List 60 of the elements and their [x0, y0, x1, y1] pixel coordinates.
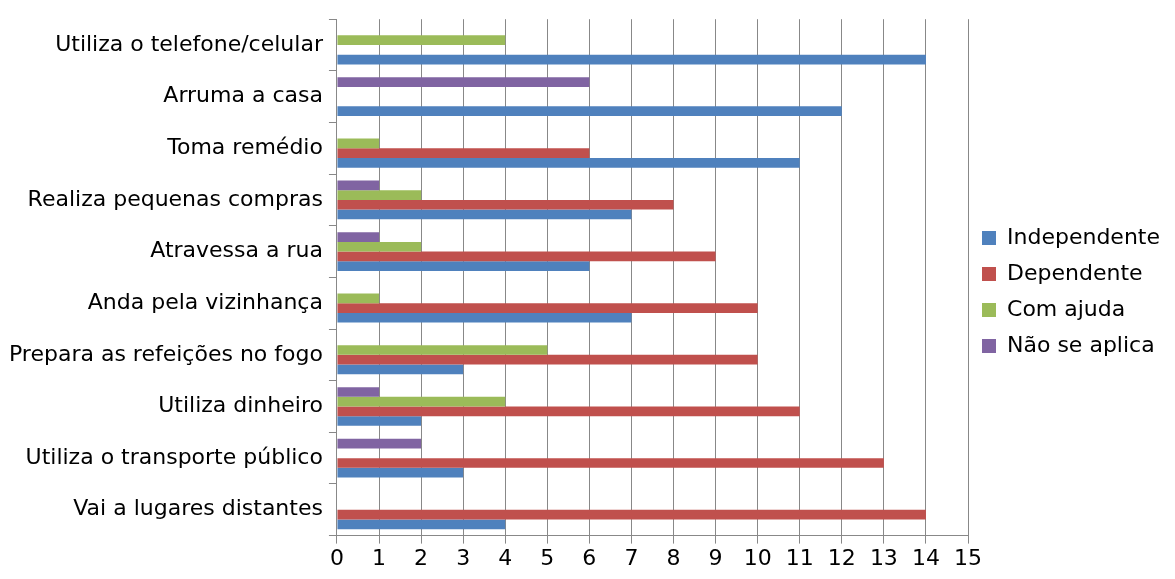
y-tick-label: Realiza pequenas compras: [27, 185, 323, 211]
bar: [337, 416, 422, 426]
bar: [337, 396, 506, 407]
x-tick-label: 11: [785, 544, 814, 570]
x-tick-label: 9: [708, 544, 723, 570]
y-tick-label: Utiliza o transporte público: [25, 443, 323, 469]
bar: [337, 364, 464, 375]
bar: [337, 241, 422, 252]
legend-label: Com ajuda: [1007, 295, 1126, 321]
y-tick-label: Arruma a casa: [163, 82, 323, 108]
y-tick-label: Anda pela vizinhança: [87, 288, 323, 314]
y-tick-label: Toma remédio: [166, 134, 323, 160]
bar: [337, 209, 632, 220]
x-tick-label: 0: [329, 544, 344, 570]
bar: [337, 138, 380, 149]
bar: [337, 148, 590, 158]
bar: [337, 467, 464, 478]
bar: [337, 232, 380, 242]
bar: [337, 438, 422, 449]
legend-label: Não se aplica: [1007, 331, 1155, 357]
x-tick-label: 10: [743, 544, 772, 570]
x-tick-label: 8: [666, 544, 681, 570]
bar: [337, 509, 926, 520]
y-tick-label: Utiliza dinheiro: [158, 392, 323, 418]
x-tick-label: 7: [624, 544, 639, 570]
bar: [337, 54, 926, 65]
bar: [337, 312, 632, 323]
bar: [337, 180, 380, 191]
x-tick-label: 4: [498, 544, 513, 570]
bar: [337, 293, 380, 304]
bar: [337, 157, 800, 168]
bar: [337, 190, 422, 200]
x-tick-label: 12: [827, 544, 856, 570]
x-tick-label: 6: [582, 544, 597, 570]
x-tick-label: 1: [372, 544, 387, 570]
bar: [337, 519, 506, 530]
bar: [337, 354, 758, 365]
legend-label: Independente: [1007, 223, 1160, 249]
x-tick-label: 14: [911, 544, 940, 570]
x-tick-label: 3: [456, 544, 471, 570]
y-tick-label: Atravessa a rua: [150, 237, 323, 263]
bar: [337, 387, 380, 397]
bar: [337, 458, 884, 468]
x-tick-label: 5: [540, 544, 555, 570]
bar: [337, 345, 548, 355]
bar: [337, 199, 674, 210]
x-tick-label: 15: [954, 544, 983, 570]
bar: [337, 303, 758, 313]
legend-label: Dependente: [1007, 259, 1143, 285]
bar: [337, 261, 590, 271]
x-tick-label: 13: [869, 544, 898, 570]
bar: [337, 106, 842, 117]
bar: [337, 251, 716, 262]
bar: [337, 77, 590, 87]
bar: [337, 35, 506, 46]
y-tick-label: Prepara as refeições no fogo: [8, 340, 323, 366]
bar: [337, 406, 800, 417]
y-tick-label: Utiliza o telefone/celular: [55, 30, 324, 56]
x-tick-label: 2: [414, 544, 429, 570]
y-tick-label: Vai a lugares distantes: [73, 495, 323, 521]
